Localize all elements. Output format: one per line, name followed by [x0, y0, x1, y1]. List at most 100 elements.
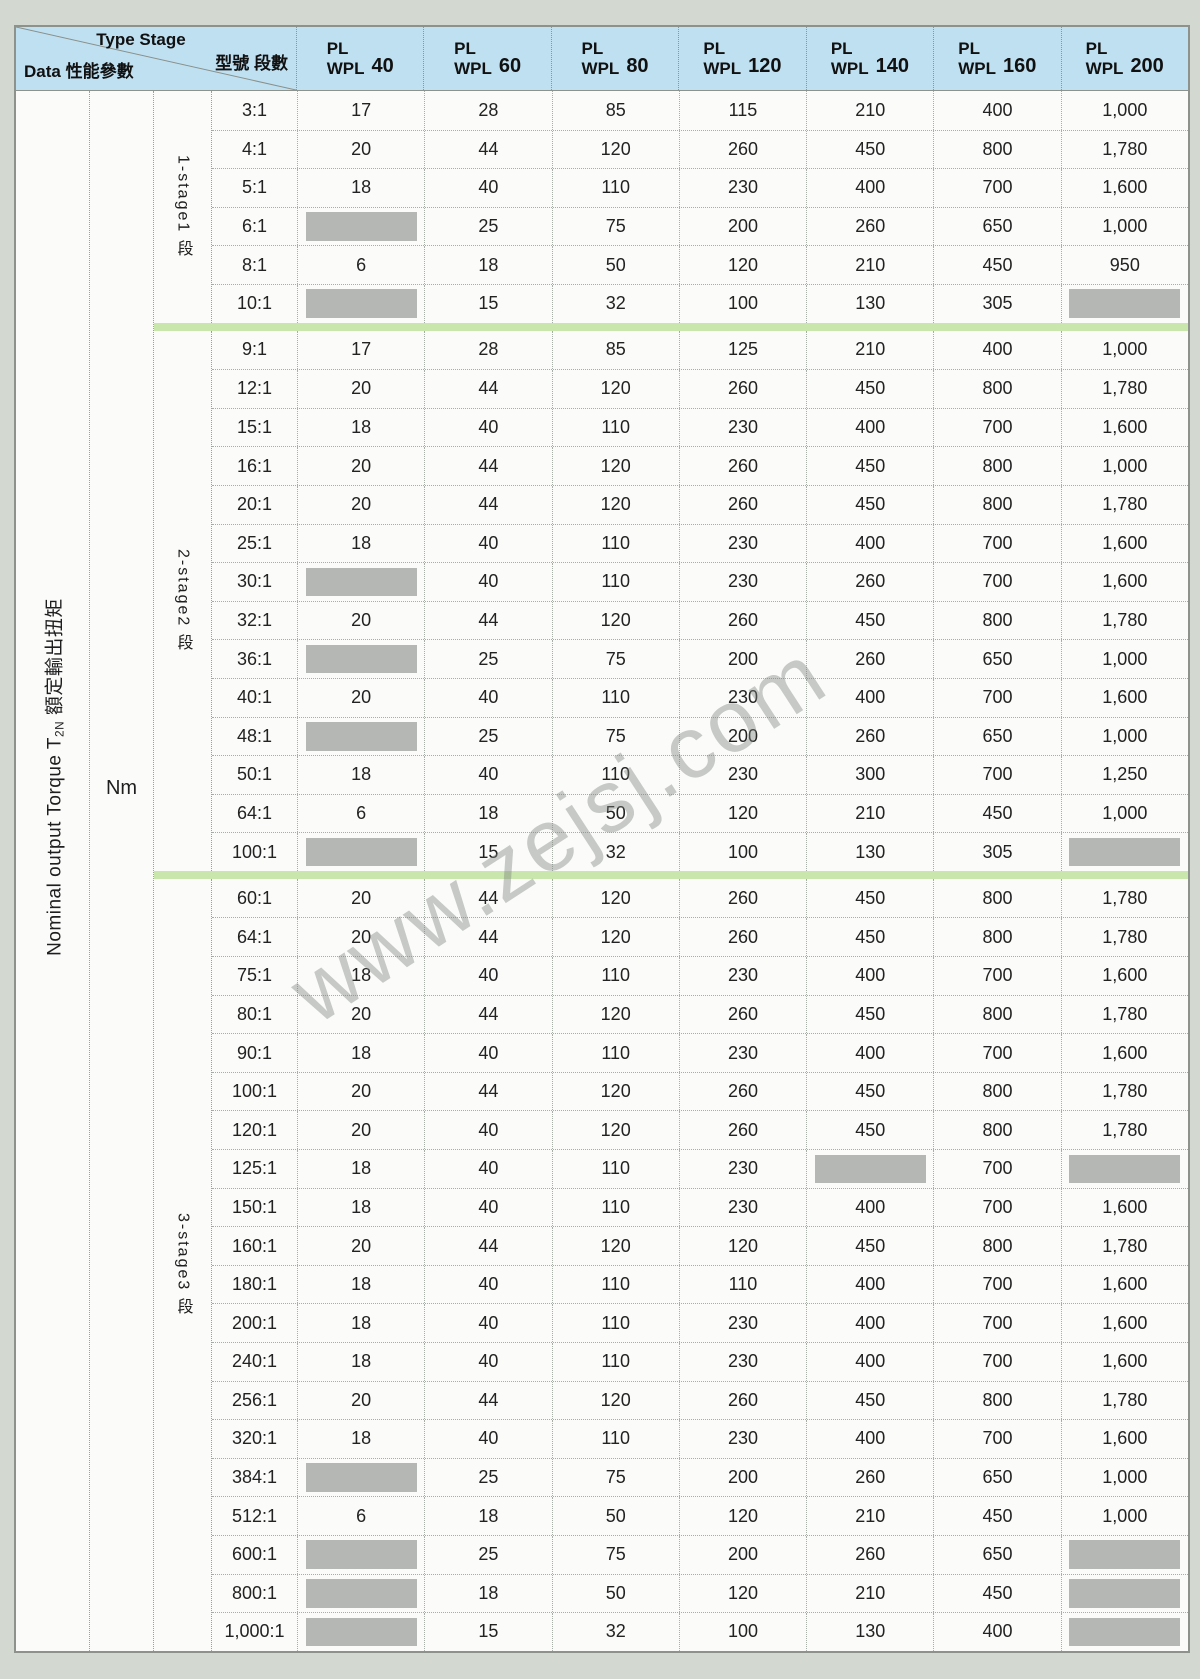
value-cell: 1,780: [1060, 1072, 1188, 1111]
value-cell: 700: [933, 408, 1060, 447]
table-row: 256:1 20 44 120 260 450 800 1,780: [212, 1380, 1188, 1420]
value-cell: 40: [424, 1188, 551, 1227]
stage-group: 1-stage1 段 3:1 17 28 85 115 210 400 1,000 4:1 20 44…: [154, 91, 1188, 323]
value-cell: 800: [933, 1072, 1060, 1111]
ratio-cell: 240:1: [231, 1351, 278, 1372]
value-cell: 400: [806, 408, 933, 447]
no-value-block: [305, 1463, 417, 1492]
value-cell: 120: [551, 918, 679, 957]
no-value-block: [1069, 837, 1181, 867]
ratio-cell: 150:1: [231, 1196, 278, 1217]
value-cell: 260: [806, 640, 933, 678]
value-cell: 44: [424, 370, 551, 408]
value-cell: 1,600: [1060, 1265, 1188, 1304]
value-cell: [297, 640, 424, 678]
ratio-cell: 1,000:1: [224, 1621, 285, 1642]
value-cell: 20: [297, 1227, 424, 1265]
stage-label: 2-stage2 段: [154, 330, 212, 871]
value-cell: 40: [424, 169, 551, 207]
value-cell: 1,000: [1060, 1458, 1188, 1497]
table-row: 64:1 6 18 50 120 210 450 1,000: [212, 793, 1188, 833]
stage-separator: [154, 322, 1188, 331]
value-cell: 15: [424, 833, 551, 871]
value-cell: 230: [678, 678, 806, 717]
value-cell: 230: [678, 524, 806, 563]
value-cell: 50: [551, 794, 679, 833]
value-cell: 120: [551, 878, 679, 918]
model-name-label: PL WPL: [830, 38, 869, 78]
value-cell: 1,780: [1060, 1227, 1188, 1265]
value-cell: 1,000: [1060, 91, 1188, 130]
value-cell: 260: [678, 485, 806, 524]
model-name-label: PL WPL: [1085, 38, 1124, 78]
value-cell: 400: [806, 524, 933, 563]
table-row: 60:1 20 44 120 260 450 800 1,780: [212, 878, 1188, 918]
no-value-block: [305, 567, 417, 597]
value-cell: 700: [933, 563, 1060, 601]
value-cell: 400: [933, 91, 1060, 130]
ratio-cell: 180:1: [231, 1274, 278, 1295]
value-cell: 700: [933, 1265, 1060, 1304]
value-cell: 110: [551, 1265, 679, 1304]
value-cell: [297, 1574, 424, 1613]
table-row: 180:1 18 40 110 110 400 700 1,600: [212, 1264, 1188, 1304]
table-row: 240:1 18 40 110 230 400 700 1,600: [212, 1342, 1188, 1381]
value-cell: 230: [678, 756, 806, 794]
ratio-cell: 50:1: [236, 764, 273, 785]
table-row: 1,000:1 15 32 100 130 400: [212, 1612, 1188, 1651]
ratio-cell: 32:1: [236, 610, 273, 631]
value-cell: 110: [551, 957, 679, 995]
value-cell: 230: [678, 1304, 806, 1342]
value-cell: 28: [424, 91, 551, 130]
stage-label-text: 2-stage2 段: [174, 549, 192, 653]
table-row: 800:1 18 50 120 210 450: [212, 1573, 1188, 1613]
value-cell: 110: [551, 1034, 679, 1072]
value-cell: [297, 717, 424, 756]
value-cell: 20: [297, 1381, 424, 1420]
value-cell: 120: [551, 485, 679, 524]
value-cell: 1,000: [1060, 207, 1188, 246]
torque-spec-table: Type Stage 型號 段數 Data 性能參數 PL WPL 40 PL WP…: [14, 25, 1190, 1653]
table-row: 90:1 18 40 110 230 400 700 1,600: [212, 1033, 1188, 1072]
value-cell: 110: [551, 169, 679, 207]
value-cell: 450: [933, 1497, 1060, 1535]
value-cell: 1,600: [1060, 1420, 1188, 1458]
value-cell: 1,780: [1060, 878, 1188, 918]
value-cell: 450: [806, 1111, 933, 1150]
value-cell: 20: [297, 878, 424, 918]
no-value-block: [305, 1617, 417, 1647]
value-cell: 400: [806, 1343, 933, 1381]
value-cell: 32: [551, 833, 679, 871]
value-cell: 800: [933, 370, 1060, 408]
value-cell: 260: [678, 1072, 806, 1111]
value-cell: 450: [806, 1381, 933, 1420]
value-cell: 20: [297, 370, 424, 408]
value-cell: 1,780: [1060, 1111, 1188, 1150]
value-cell: 1,600: [1060, 678, 1188, 717]
value-cell: 44: [424, 485, 551, 524]
value-cell: 110: [551, 524, 679, 563]
value-cell: 110: [551, 756, 679, 794]
value-cell: 1,780: [1060, 995, 1188, 1034]
value-cell: 40: [424, 1034, 551, 1072]
value-cell: 1,000: [1060, 330, 1188, 370]
value-cell: 230: [678, 169, 806, 207]
value-cell: 130: [806, 1613, 933, 1651]
table-row: 5:1 18 40 110 230 400 700 1,600: [212, 168, 1188, 207]
value-cell: 18: [297, 1420, 424, 1458]
ratio-cell: 36:1: [236, 648, 273, 669]
size-label: 40: [371, 55, 394, 77]
value-cell: 260: [678, 995, 806, 1034]
value-cell: 15: [424, 284, 551, 323]
value-cell: 18: [297, 957, 424, 995]
value-cell: 25: [424, 717, 551, 756]
ratio-cell: 10:1: [236, 293, 273, 314]
value-cell: 18: [424, 246, 551, 284]
ratio-cell: 12:1: [236, 378, 273, 399]
model-name-label: PL WPL: [958, 38, 997, 78]
value-cell: 120: [678, 246, 806, 284]
value-cell: 120: [678, 794, 806, 833]
value-cell: 400: [806, 1034, 933, 1072]
value-cell: 650: [933, 717, 1060, 756]
value-cell: [297, 563, 424, 601]
